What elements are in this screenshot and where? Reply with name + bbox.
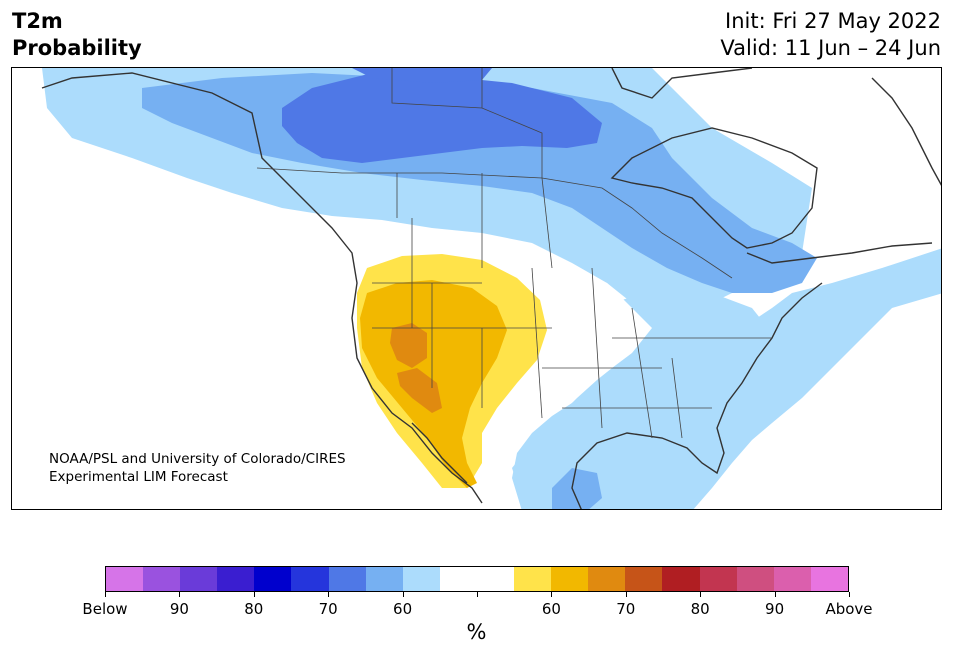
plot-title: T2m Probability <box>12 8 142 62</box>
colorbar-cell <box>810 567 848 591</box>
colorbar-tick <box>328 592 330 597</box>
colorbar-tick <box>477 592 478 597</box>
warm-80-zone-b <box>397 368 442 413</box>
credit-text: NOAA/PSL and University of Colorado/CIRE… <box>49 450 346 486</box>
colorbar-label: 70 <box>616 600 636 618</box>
colorbar-cell <box>402 567 440 591</box>
colorbar-label: Above <box>825 600 873 618</box>
colorbar-label: 70 <box>318 600 338 618</box>
colorbar-label: 80 <box>244 600 264 618</box>
probability-map <box>11 67 942 510</box>
coastlines <box>41 68 941 509</box>
init-date: Init: Fri 27 May 2022 <box>725 9 941 33</box>
title-line-1: T2m <box>12 9 63 33</box>
colorbar-cell <box>736 567 774 591</box>
colorbar-tick <box>402 592 404 597</box>
cold-80-zone-top <box>352 68 492 83</box>
forecast-dates: Init: Fri 27 May 2022 Valid: 11 Jun – 24… <box>720 8 941 62</box>
colorbar-label: Below <box>82 600 128 618</box>
colorbar-tick <box>253 592 255 597</box>
map-canvas <box>12 68 941 509</box>
colorbar-cell <box>588 567 626 591</box>
colorbar-cell <box>699 567 737 591</box>
colorbar-cell <box>143 567 181 591</box>
colorbar-tick <box>105 592 106 597</box>
colorbar-cell <box>514 567 552 591</box>
colorbar-tick <box>774 592 776 597</box>
colorbar-label: 60 <box>541 600 561 618</box>
colorbar-cell <box>365 567 403 591</box>
credit-line-2: Experimental LIM Forecast <box>49 469 228 485</box>
colorbar-cell <box>254 567 292 591</box>
colorbar-tick <box>179 592 181 597</box>
colorbar-cell <box>662 567 700 591</box>
title-line-2: Probability <box>12 36 142 60</box>
colorbar-cell <box>106 567 144 591</box>
colorbar-cell <box>551 567 589 591</box>
colorbar-tick <box>625 592 627 597</box>
cold-60-zone-southeast <box>512 288 792 509</box>
cold-80-zone <box>282 73 602 163</box>
colorbar <box>105 566 849 592</box>
colorbar-label: 90 <box>169 600 189 618</box>
colorbar-cell <box>217 567 255 591</box>
colorbar-cell <box>476 567 515 591</box>
valid-range: Valid: 11 Jun – 24 Jun <box>720 36 941 60</box>
colorbar-ticks <box>105 592 850 598</box>
colorbar-cell <box>291 567 329 591</box>
colorbar-cell <box>180 567 218 591</box>
cold-70-zone-gulf <box>552 468 602 509</box>
colorbar-label: 60 <box>393 600 413 618</box>
colorbar-label: 90 <box>765 600 785 618</box>
colorbar-cell <box>625 567 663 591</box>
warm-80-zone-a <box>390 323 427 368</box>
colorbar-label: 80 <box>690 600 710 618</box>
colorbar-cell <box>439 567 477 591</box>
colorbar-tick <box>551 592 553 597</box>
colorbar-unit: % <box>466 620 487 644</box>
colorbar-tick <box>700 592 702 597</box>
borders <box>256 68 772 439</box>
credit-line-1: NOAA/PSL and University of Colorado/CIRE… <box>49 451 346 467</box>
colorbar-cell <box>773 567 811 591</box>
white-gap <box>527 268 652 423</box>
colorbar-cell <box>328 567 366 591</box>
colorbar-tick <box>849 592 850 597</box>
